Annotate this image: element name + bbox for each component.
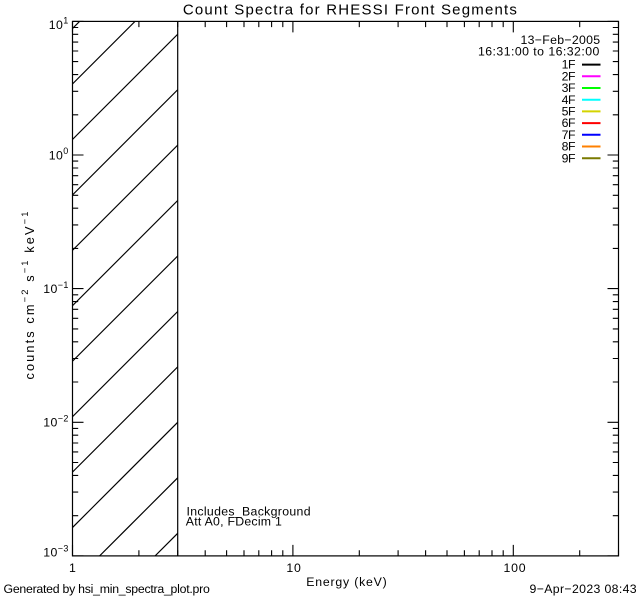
svg-text:2F: 2F: [562, 69, 576, 83]
svg-text:6F: 6F: [562, 116, 576, 130]
svg-text:5F: 5F: [562, 105, 576, 119]
svg-text:10: 10: [286, 561, 301, 575]
svg-text:7F: 7F: [562, 128, 576, 142]
svg-text:Count Spectra for RHESSI Front: Count Spectra for RHESSI Front Segments: [183, 2, 518, 19]
svg-text:Att A0, FDecim 1: Att A0, FDecim 1: [186, 515, 282, 529]
svg-text:1: 1: [69, 561, 76, 575]
svg-text:counts cm−2 s−1 keV−1: counts cm−2 s−1 keV−1: [19, 209, 37, 379]
svg-text:3F: 3F: [562, 81, 576, 95]
svg-text:4F: 4F: [562, 93, 576, 107]
svg-text:16:31:00 to 16:32:00: 16:31:00 to 16:32:00: [478, 45, 600, 59]
svg-text:9−Apr−2023 08:43: 9−Apr−2023 08:43: [530, 582, 637, 596]
svg-text:8F: 8F: [562, 140, 576, 154]
svg-text:100: 100: [504, 561, 527, 575]
svg-text:9F: 9F: [562, 151, 576, 165]
svg-text:Energy (keV): Energy (keV): [306, 575, 387, 589]
svg-text:13−Feb−2005: 13−Feb−2005: [521, 33, 601, 47]
svg-text:Includes_Background: Includes_Background: [187, 504, 311, 518]
svg-text:1F: 1F: [562, 58, 576, 72]
svg-text:Generated by hsi_min_spectra_p: Generated by hsi_min_spectra_plot.pro: [4, 582, 210, 596]
